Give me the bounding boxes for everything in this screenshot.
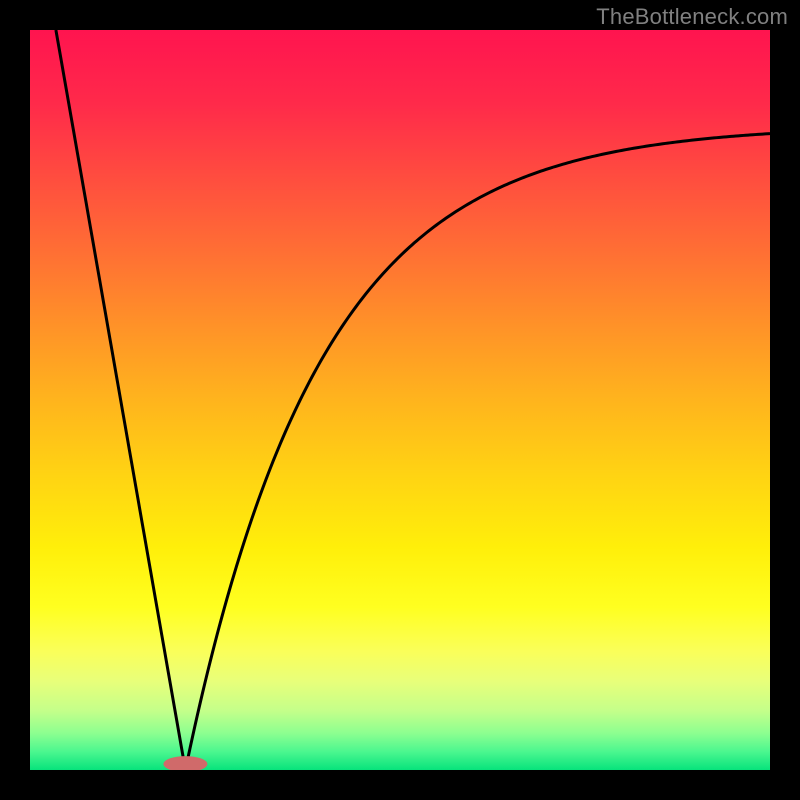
curve-path xyxy=(56,30,770,770)
bottleneck-curve xyxy=(30,30,770,770)
valley-marker xyxy=(163,756,207,770)
plot-area xyxy=(30,30,770,770)
watermark-label: TheBottleneck.com xyxy=(596,4,788,30)
